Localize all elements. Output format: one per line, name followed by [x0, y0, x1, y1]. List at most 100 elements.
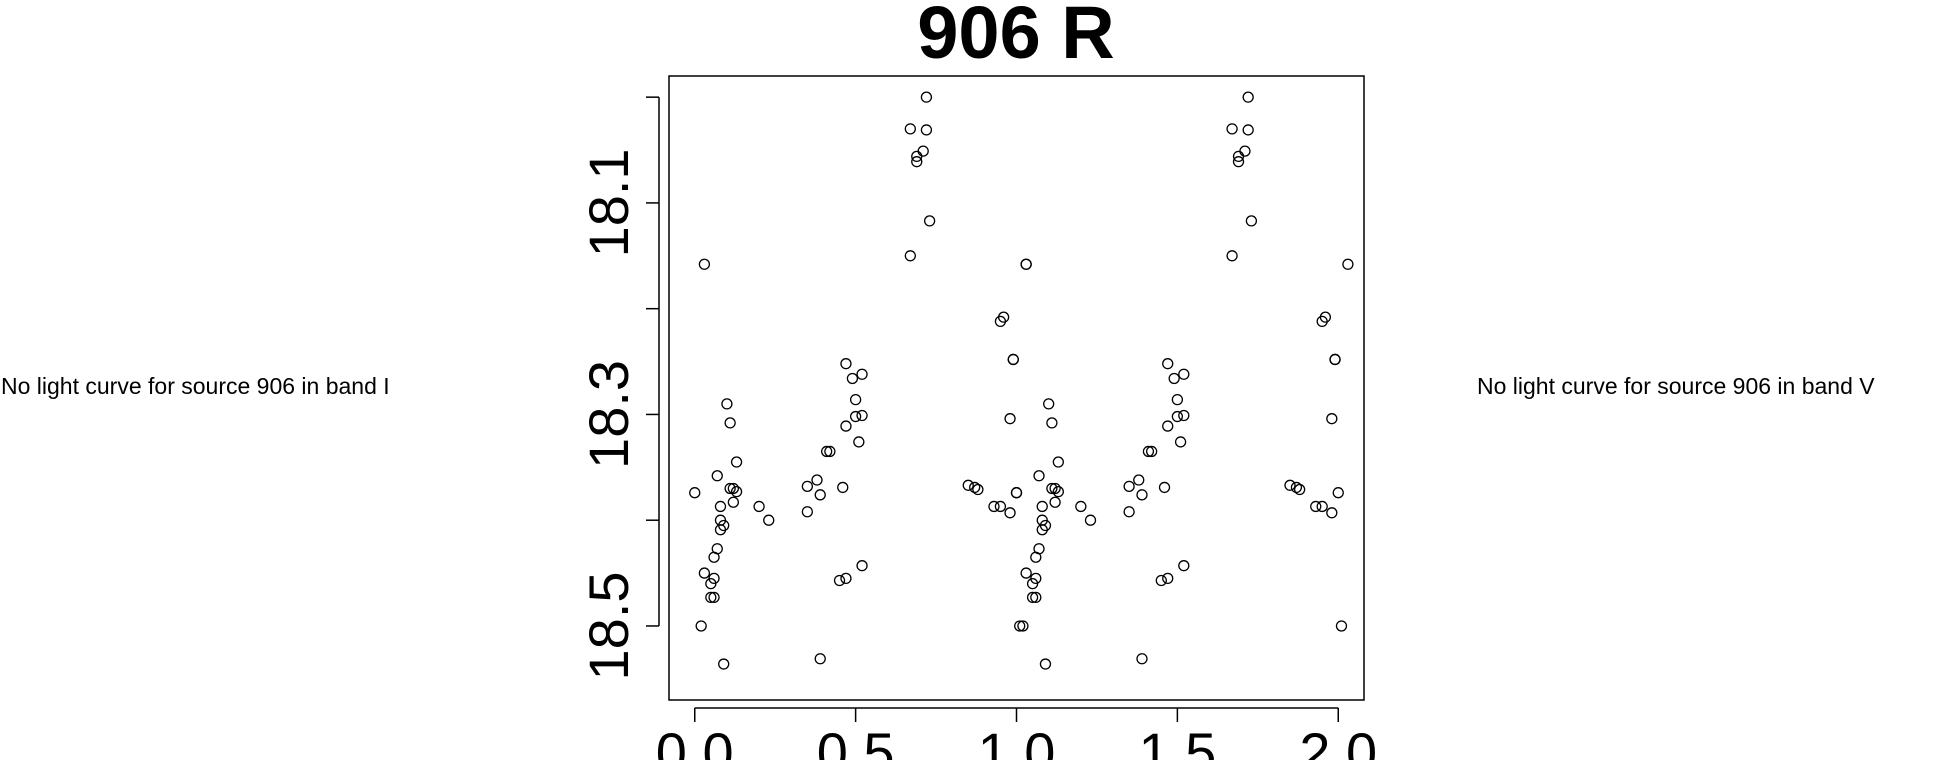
data-point — [1326, 507, 1338, 519]
note-band-v: No light curve for source 906 in band V — [1477, 373, 1875, 399]
data-point — [1084, 514, 1097, 526]
data-point — [837, 481, 849, 494]
data-point — [1030, 591, 1042, 604]
data-point — [1017, 620, 1029, 632]
data-point — [1133, 474, 1145, 486]
data-point — [856, 368, 868, 380]
data-point — [698, 567, 711, 579]
x-tick-label: 0.5 — [817, 721, 895, 760]
data-point — [1020, 567, 1032, 579]
data-point — [1342, 258, 1354, 270]
data-point — [811, 474, 823, 486]
data-point — [1046, 482, 1058, 495]
data-point — [1123, 480, 1135, 493]
data-point — [718, 519, 730, 532]
data-point — [904, 250, 916, 262]
data-point — [1335, 620, 1348, 632]
data-point — [1046, 417, 1058, 429]
x-axis: 0.0 0.5 1.0 1.5 2.0 — [656, 707, 1377, 760]
data-point — [727, 482, 740, 495]
data-point — [753, 500, 765, 513]
data-point — [1326, 413, 1338, 425]
data-point — [849, 410, 862, 423]
data-point — [1036, 500, 1048, 513]
data-point — [1171, 410, 1184, 423]
data-point — [920, 124, 933, 136]
data-point — [840, 358, 852, 370]
data-point — [814, 489, 826, 501]
note-band-i: No light curve for source 906 in band I — [1, 373, 390, 399]
data-point — [711, 470, 723, 482]
data-point — [840, 420, 852, 432]
data-point — [1075, 500, 1087, 513]
data-point — [1145, 445, 1158, 458]
data-point — [1178, 409, 1190, 422]
data-point — [1043, 398, 1055, 410]
data-point — [997, 311, 1010, 323]
data-point — [801, 506, 814, 518]
data-point — [695, 620, 707, 632]
data-point — [1052, 456, 1064, 468]
data-point — [1226, 123, 1238, 135]
data-point — [727, 496, 740, 508]
data-point — [1049, 482, 1061, 495]
data-point — [1316, 500, 1328, 513]
data-point — [824, 445, 836, 458]
data-point — [705, 591, 717, 604]
data-point — [1171, 393, 1184, 406]
data-point — [821, 445, 833, 458]
data-point — [730, 485, 743, 498]
data-point — [724, 482, 736, 495]
data-point — [1155, 574, 1167, 587]
y-tick-label: 18.1 — [577, 148, 640, 257]
y-tick-label: 18.5 — [577, 571, 640, 680]
data-point — [1020, 258, 1032, 270]
data-point — [1162, 358, 1174, 370]
data-point — [698, 258, 711, 270]
y-axis: 18.1 18.3 18.5 — [577, 96, 660, 680]
data-point — [833, 574, 846, 587]
data-point — [1310, 500, 1322, 513]
data-point — [846, 372, 859, 385]
x-tick-label: 0.0 — [656, 721, 734, 760]
data-point — [1033, 543, 1045, 555]
data-point — [714, 500, 727, 513]
data-point — [1290, 481, 1303, 494]
x-tick-label: 1.0 — [978, 721, 1056, 760]
data-point — [1010, 487, 1023, 499]
data-point — [849, 393, 862, 406]
data-point — [1123, 506, 1135, 518]
data-point — [1329, 353, 1341, 366]
data-point — [1242, 124, 1254, 136]
data-point — [1136, 653, 1148, 665]
data-point — [1162, 572, 1174, 585]
data-point — [917, 145, 929, 157]
data-point — [1049, 496, 1061, 508]
data-point — [1242, 91, 1254, 103]
x-tick-label: 1.5 — [1138, 721, 1216, 760]
data-point — [856, 409, 868, 422]
data-point — [1178, 560, 1190, 572]
data-point — [721, 398, 733, 410]
data-point — [1039, 519, 1052, 532]
data-point — [853, 436, 865, 448]
data-point — [1168, 372, 1180, 385]
data-point — [801, 480, 814, 493]
data-point — [988, 500, 1000, 513]
data-point — [724, 417, 736, 429]
data-point — [1162, 420, 1174, 432]
data-point — [1284, 479, 1296, 491]
data-point — [1178, 368, 1190, 380]
data-point — [1033, 470, 1045, 482]
data-point — [1232, 156, 1245, 168]
data-point — [1245, 215, 1258, 227]
data-point — [1039, 658, 1052, 670]
data-point — [814, 653, 826, 665]
data-point — [1004, 413, 1016, 425]
chart-title: 906 R — [917, 0, 1114, 74]
data-point — [1158, 481, 1171, 494]
data-point — [711, 543, 723, 555]
data-point — [1007, 353, 1019, 366]
x-tick-label: 2.0 — [1299, 721, 1377, 760]
data-point — [1319, 311, 1332, 323]
